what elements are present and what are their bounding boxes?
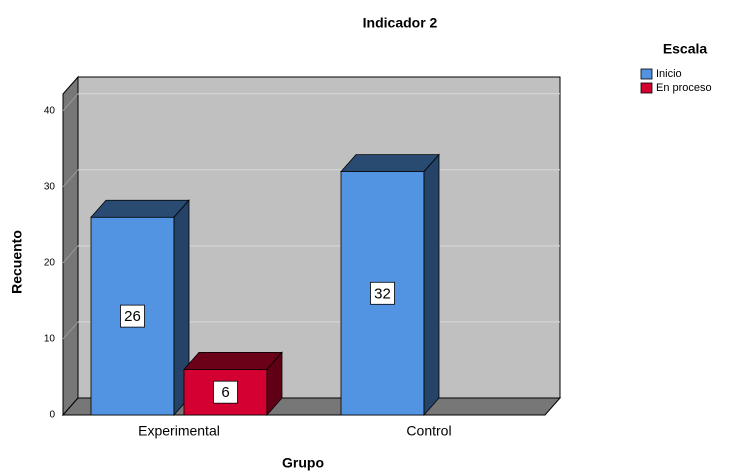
grid-line — [62, 169, 79, 188]
bar-side — [266, 351, 283, 417]
value-label: 26 — [124, 308, 141, 325]
grid-line — [62, 245, 79, 264]
x-tick-label: Experimental — [138, 423, 220, 439]
legend-title: Escala — [663, 41, 708, 57]
y-tick-label: 30 — [44, 181, 56, 192]
grid-line — [62, 321, 79, 340]
bar-side — [423, 153, 440, 417]
y-axis-label: Recuento — [9, 230, 25, 294]
bar: 6 — [183, 351, 283, 417]
side-wall — [62, 75, 79, 417]
x-tick-label: Control — [406, 423, 451, 439]
y-tick-label: 40 — [44, 105, 56, 116]
bar: 26 — [90, 199, 190, 417]
grid-line — [62, 93, 79, 112]
legend-swatch — [640, 68, 653, 80]
legend-label: Inicio — [656, 68, 682, 80]
value-label-box — [120, 304, 145, 328]
bar-top — [340, 154, 440, 172]
value-label-box — [213, 380, 238, 404]
x-axis-label: Grupo — [282, 455, 324, 471]
y-tick-label: 20 — [44, 258, 56, 269]
legend-label: En proceso — [656, 82, 712, 94]
y-tick-label: 0 — [49, 410, 55, 421]
bar-top — [183, 351, 283, 370]
bar: 32 — [340, 153, 440, 417]
y-tick-label: 10 — [44, 334, 56, 345]
legend-swatch — [640, 82, 653, 94]
chart-title: Indicador 2 — [363, 15, 438, 31]
value-label: 6 — [221, 384, 229, 401]
value-label: 32 — [374, 285, 391, 302]
bar-top — [90, 199, 190, 218]
value-label-box — [370, 281, 395, 305]
